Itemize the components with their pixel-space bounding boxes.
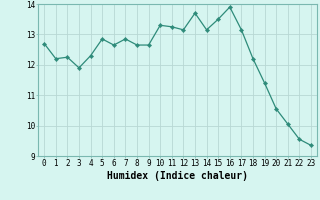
- X-axis label: Humidex (Indice chaleur): Humidex (Indice chaleur): [107, 171, 248, 181]
